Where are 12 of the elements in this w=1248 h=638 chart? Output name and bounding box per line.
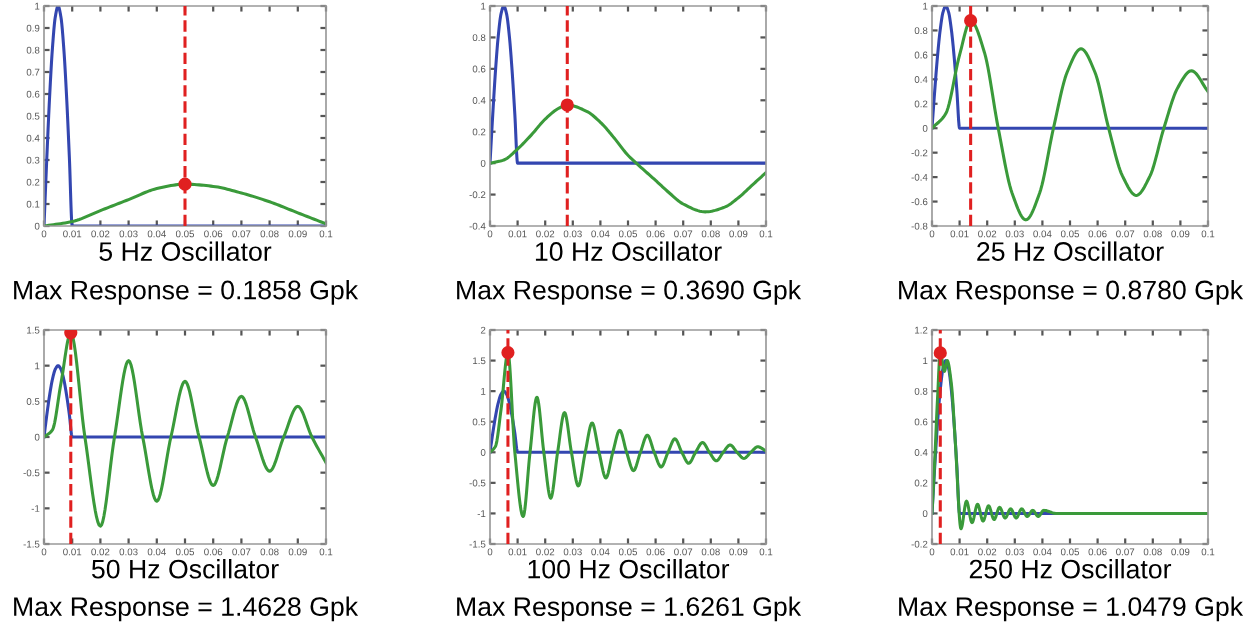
text: 100 Hz Oscillator: [528, 558, 730, 579]
text: 25 Hz Oscillator: [977, 241, 1164, 261]
text: Max Response = 0.8780 Gpk: [899, 279, 1244, 305]
text: 50 Hz Oscillator: [91, 558, 279, 579]
text: Max Response = 0.1858 Gpk: [14, 279, 359, 305]
text: 250 Hz Oscillator: [969, 558, 1172, 579]
text: Max Response = 1.0479 Gpk: [899, 596, 1244, 622]
text: Max Response = 1.6261 Gpk: [457, 596, 802, 622]
text: Max Response = 1.4628 Gpk: [14, 596, 359, 622]
text: Max Response = 0.3690 Gpk: [457, 279, 802, 305]
text: 5 Hz Oscillator: [99, 241, 272, 261]
text: 10 Hz Oscillator: [535, 241, 722, 261]
